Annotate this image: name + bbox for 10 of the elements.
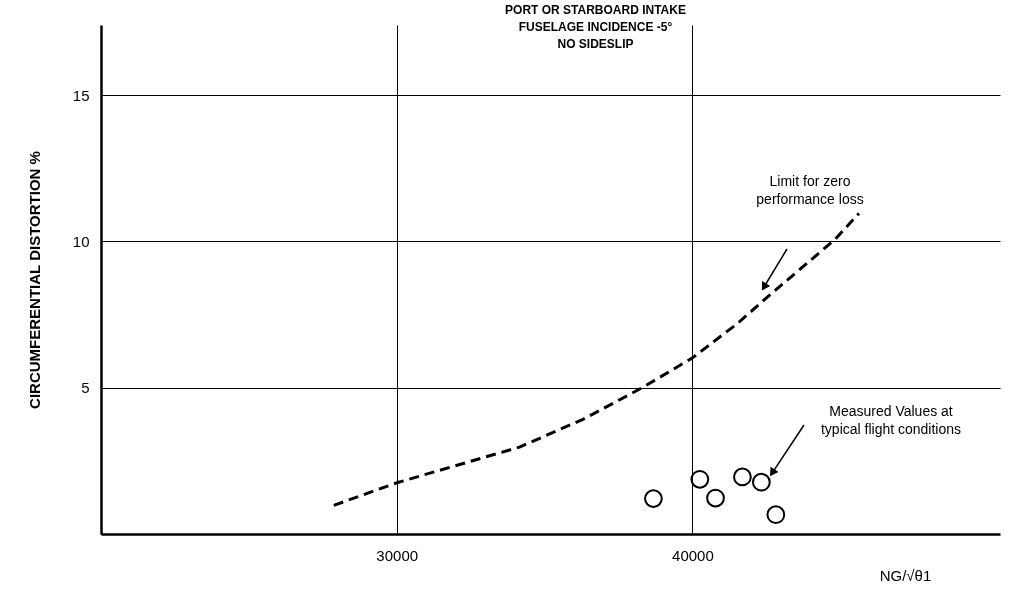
annotation: Limit for zero performance loss bbox=[756, 173, 864, 207]
x-axis-title: NG/√θ1 bbox=[879, 566, 932, 584]
annotation: Measured Values at typical flight conditions bbox=[820, 403, 962, 437]
chart-title: PORT OR STARBOARD INTAKE FUSELAGE INCIDENCE -5° NO SIDESLIP bbox=[505, 3, 686, 51]
x-tick-label: 30000 bbox=[376, 546, 419, 564]
y-tick-label: 15 bbox=[72, 86, 90, 104]
y-axis-title: CIRCUMFERENTIAL DISTORTION % bbox=[25, 151, 43, 409]
y-tick-label: 5 bbox=[81, 379, 90, 397]
x-tick-label: 40000 bbox=[672, 546, 714, 564]
y-tick-label: 10 bbox=[72, 232, 90, 250]
